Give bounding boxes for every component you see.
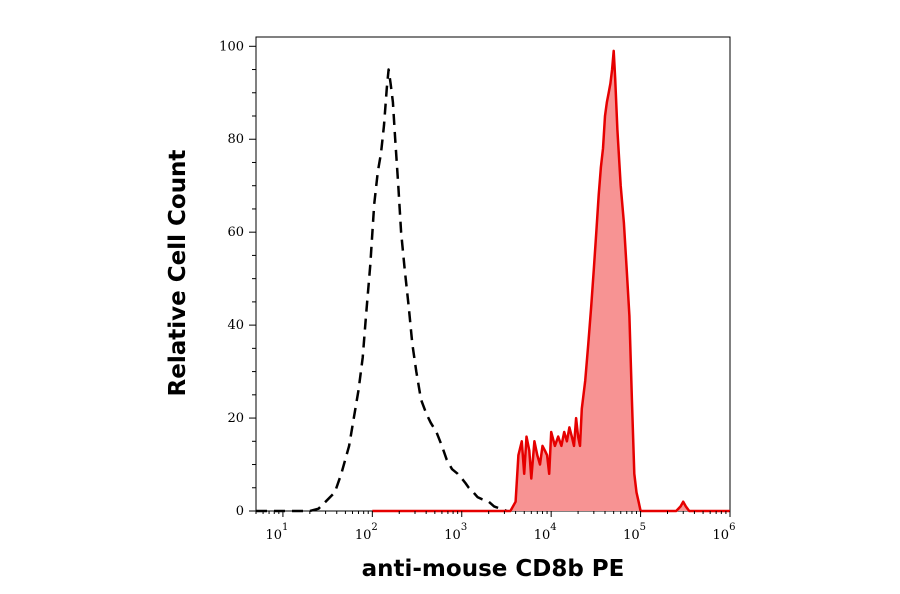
y-tick-label: 60 (227, 225, 244, 240)
y-tick-label: 80 (227, 132, 244, 147)
control-histogram-line (256, 68, 508, 513)
x-tick-label: 102 (355, 522, 378, 543)
y-axis-ticks: 0 20 40 60 80 100 (219, 39, 256, 519)
y-tick-label: 20 (227, 411, 244, 426)
plot-frame (255, 36, 731, 512)
x-tick-label: 106 (713, 522, 736, 543)
line-layer (256, 49, 730, 513)
y-tick-label: 0 (236, 504, 244, 519)
x-tick-label: 105 (623, 522, 646, 543)
x-axis-ticks: 101 102 103 104 105 106 (255, 511, 736, 543)
stained-histogram-line (372, 49, 730, 513)
x-tick-label: 104 (534, 522, 557, 543)
y-tick-label: 40 (227, 318, 244, 333)
x-tick-label: 101 (265, 522, 288, 543)
x-axis-title: anti-mouse CD8b PE (362, 556, 625, 582)
y-tick-label: 100 (219, 39, 244, 54)
x-tick-label: 103 (444, 522, 467, 543)
y-axis-title: Relative Cell Count (165, 150, 191, 397)
